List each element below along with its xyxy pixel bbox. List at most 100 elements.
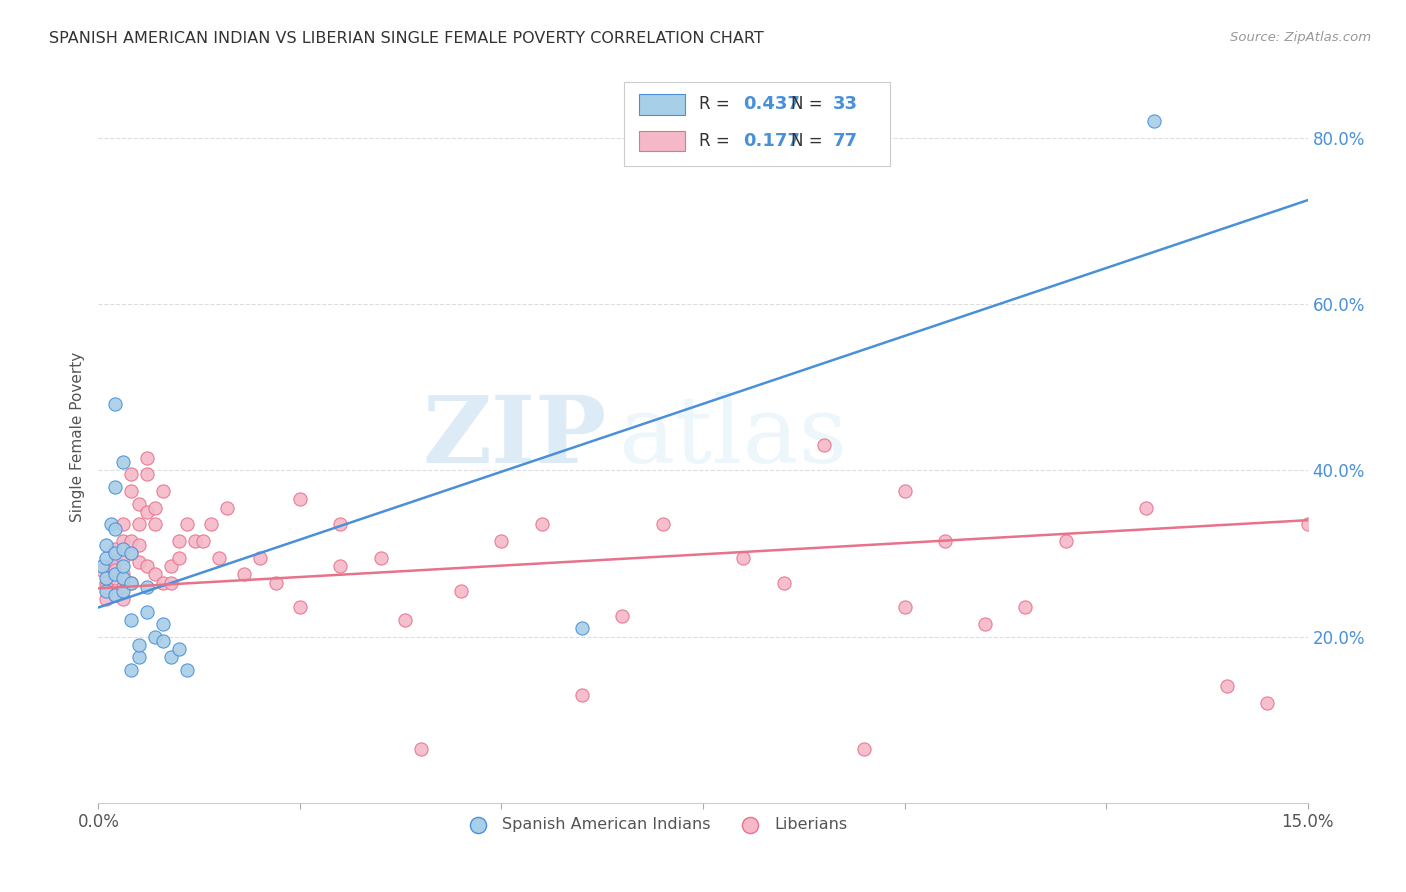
Point <box>128 538 150 552</box>
Point <box>813 438 835 452</box>
Point <box>160 558 183 573</box>
Point <box>128 517 150 532</box>
Point <box>135 467 157 482</box>
Point <box>103 567 125 582</box>
Point <box>120 613 142 627</box>
Point <box>974 617 997 632</box>
Point <box>143 500 166 515</box>
Point <box>152 575 174 590</box>
Point <box>167 533 190 548</box>
Point <box>120 484 142 499</box>
Point <box>394 613 416 627</box>
Point <box>893 600 915 615</box>
Point <box>103 397 125 411</box>
Point <box>571 688 593 702</box>
Text: 0.437: 0.437 <box>742 95 800 113</box>
Text: R =: R = <box>699 95 735 113</box>
Point <box>329 517 352 532</box>
Legend: Spanish American Indians, Liberians: Spanish American Indians, Liberians <box>456 811 853 838</box>
Point <box>120 546 142 560</box>
Point <box>96 538 118 552</box>
Point <box>143 517 166 532</box>
Text: 0.177: 0.177 <box>742 132 800 150</box>
Point <box>200 517 222 532</box>
Point <box>1143 114 1166 128</box>
Point <box>120 546 142 560</box>
Point <box>120 533 142 548</box>
Point <box>450 583 472 598</box>
Point <box>120 467 142 482</box>
Point <box>232 567 254 582</box>
FancyBboxPatch shape <box>624 82 890 167</box>
Point <box>160 650 183 665</box>
Point <box>1054 533 1077 548</box>
Point <box>111 580 134 594</box>
Point <box>128 638 150 652</box>
Point <box>111 567 134 582</box>
Point <box>853 741 876 756</box>
Point <box>135 558 157 573</box>
Point <box>111 571 134 585</box>
Point <box>120 663 142 677</box>
Point <box>103 588 125 602</box>
Point <box>152 617 174 632</box>
Point <box>135 450 157 465</box>
Point <box>208 550 231 565</box>
Text: 77: 77 <box>832 132 858 150</box>
Point <box>288 600 311 615</box>
Point <box>288 492 311 507</box>
Point <box>249 550 271 565</box>
Point <box>103 563 125 577</box>
Point <box>128 497 150 511</box>
Point <box>1296 517 1319 532</box>
Point <box>111 583 134 598</box>
Point <box>135 580 157 594</box>
Point <box>111 550 134 565</box>
Point <box>152 484 174 499</box>
Point <box>530 517 553 532</box>
Point <box>491 533 513 548</box>
Point <box>217 500 239 515</box>
Point <box>111 558 134 573</box>
Point <box>135 605 157 619</box>
Point <box>103 555 125 569</box>
Point <box>143 630 166 644</box>
Point <box>1014 600 1036 615</box>
Point <box>120 575 142 590</box>
Point <box>103 542 125 557</box>
Point <box>100 558 122 573</box>
Text: SPANISH AMERICAN INDIAN VS LIBERIAN SINGLE FEMALE POVERTY CORRELATION CHART: SPANISH AMERICAN INDIAN VS LIBERIAN SING… <box>49 31 763 46</box>
Point <box>111 592 134 607</box>
Text: N =: N = <box>792 132 828 150</box>
Point <box>96 592 118 607</box>
Point <box>370 550 392 565</box>
Point <box>329 558 352 573</box>
Y-axis label: Single Female Poverty: Single Female Poverty <box>69 352 84 522</box>
Point <box>111 517 134 532</box>
Text: 33: 33 <box>832 95 858 113</box>
Point <box>96 571 118 585</box>
Point <box>111 533 134 548</box>
Text: Source: ZipAtlas.com: Source: ZipAtlas.com <box>1230 31 1371 45</box>
Point <box>111 542 134 557</box>
Point <box>167 550 190 565</box>
Point <box>772 575 794 590</box>
Point <box>103 571 125 585</box>
Point <box>409 741 432 756</box>
Point <box>1256 696 1278 710</box>
Point <box>103 546 125 560</box>
Point <box>167 642 190 657</box>
Point <box>160 575 183 590</box>
Point <box>733 550 755 565</box>
Point <box>193 533 215 548</box>
Point <box>111 455 134 469</box>
Point <box>176 663 198 677</box>
Point <box>651 517 673 532</box>
Point <box>571 621 593 635</box>
Point <box>612 608 634 623</box>
Point <box>934 533 956 548</box>
Point <box>96 580 118 594</box>
Point <box>91 558 114 573</box>
Point <box>135 505 157 519</box>
Point <box>91 563 114 577</box>
